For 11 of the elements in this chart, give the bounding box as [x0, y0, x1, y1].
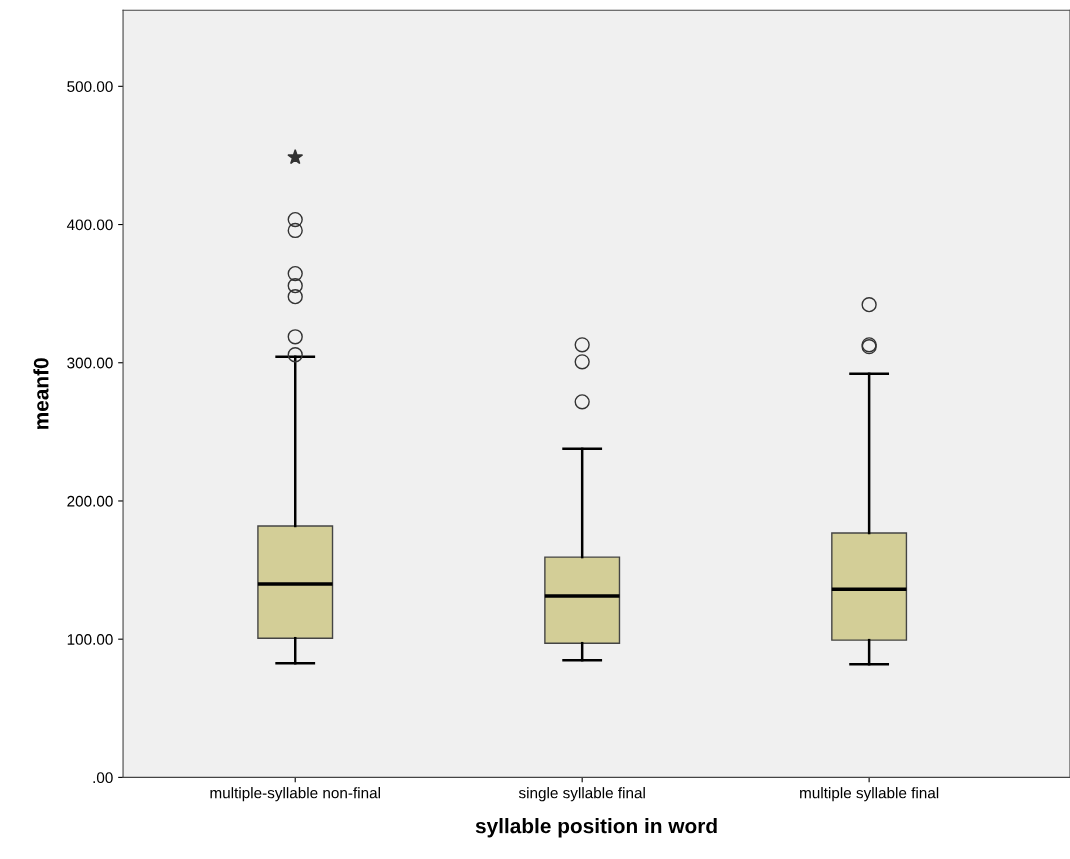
y-axis-title: meanf0 — [33, 358, 49, 429]
y-tick-label: 200.00 — [67, 495, 113, 507]
x-axis-title: syllable position in word — [475, 818, 717, 838]
y-tick-label: 300.00 — [67, 357, 113, 369]
y-tick-label: 500.00 — [67, 81, 113, 93]
x-tick-label: multiple-syllable non-final — [210, 787, 380, 802]
x-tick-label: single syllable final — [518, 787, 645, 802]
y-tick-label: 100.00 — [67, 634, 113, 645]
y-tick-label: 400.00 — [66, 219, 113, 231]
y-tick-label: .00 — [93, 772, 113, 784]
x-tick-label: multiple syllable final — [800, 787, 939, 802]
